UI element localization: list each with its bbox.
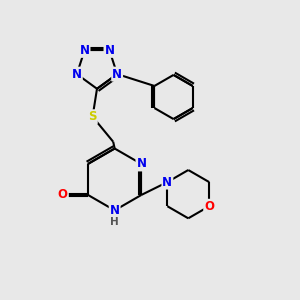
Text: N: N bbox=[80, 44, 89, 57]
Text: N: N bbox=[110, 204, 120, 217]
Text: N: N bbox=[72, 68, 82, 81]
Text: N: N bbox=[136, 158, 146, 170]
Text: H: H bbox=[110, 217, 119, 226]
Text: N: N bbox=[162, 176, 172, 189]
Text: N: N bbox=[112, 68, 122, 81]
Text: O: O bbox=[204, 200, 214, 213]
Text: N: N bbox=[104, 44, 115, 57]
Text: O: O bbox=[58, 188, 68, 201]
Text: S: S bbox=[88, 110, 97, 123]
